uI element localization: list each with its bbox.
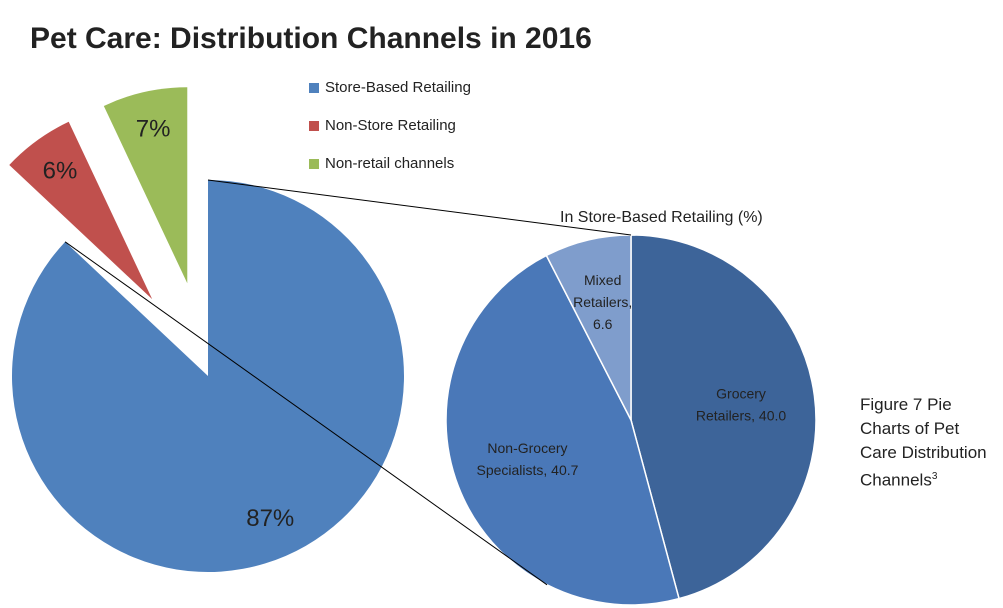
data-label-line: 6.6 [593,316,613,332]
pie-slice [11,180,404,572]
data-label: Non-Grocery Specialists, 40.7 [476,440,578,478]
caption-text: Figure 7 Pie Charts of Pet Care Distribu… [860,395,987,490]
caption-footnote: 3 [931,471,938,482]
data-label: 87% [246,505,294,532]
data-label: Mixed Retailers, 6.6 [573,272,632,332]
data-label: 6% [43,158,78,185]
legend-swatch [309,121,319,131]
chart-title: Pet Care: Distribution Channels in 2016 [30,22,592,55]
caption: Figure 7 Pie Charts of Pet Care Distribu… [860,393,990,493]
legend-label: Non-Store Retailing [325,117,456,134]
pie-slice [445,254,680,606]
sub-chart-title: In Store-Based Retailing (%) [560,209,763,226]
pie-slice [103,87,188,284]
legend-label: Non-retail channels [325,155,454,172]
data-label-line: Retailers, [573,294,632,310]
connector-line [207,179,632,236]
data-label-line: Specialists, 40.7 [476,462,578,478]
connector-line [64,241,548,586]
legend-swatch [309,159,319,169]
data-label-line: Mixed [584,272,621,288]
legend-swatch [309,83,319,93]
data-label-line: Retailers, 40.0 [696,407,786,423]
pie-slice [9,121,153,300]
legend-label: Store-Based Retailing [325,79,471,96]
pie-slice [630,234,817,600]
data-label-line: Non-Grocery [487,440,567,456]
data-label: 7% [136,116,171,143]
data-label-line: Grocery [716,385,766,401]
data-label: Grocery Retailers, 40.0 [696,385,786,423]
